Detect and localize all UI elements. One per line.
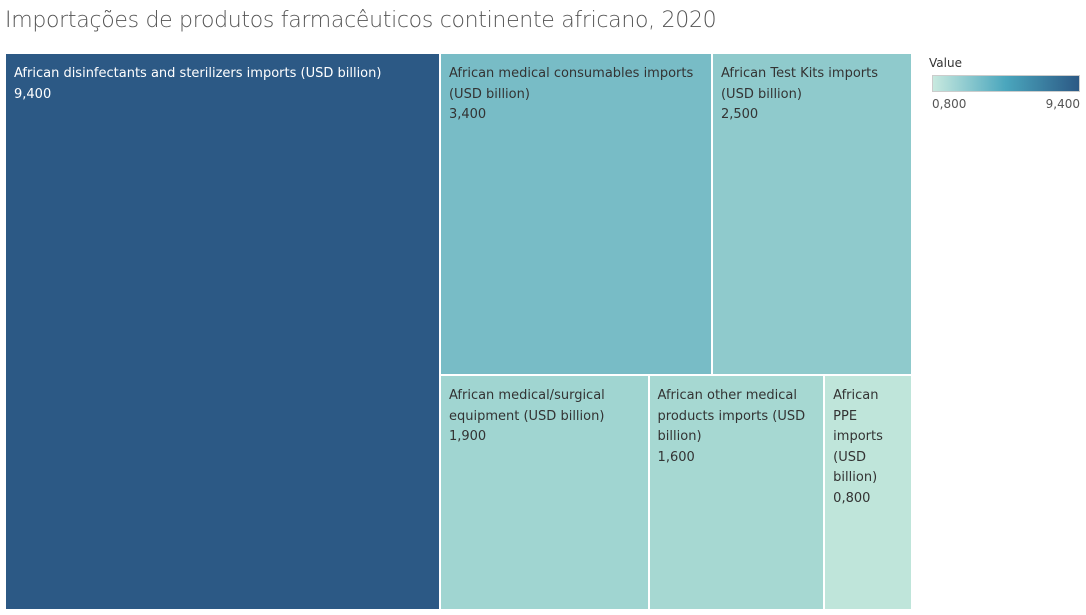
cell-value: 9,400 — [14, 86, 52, 102]
treemap: African disinfectants and sterilizers im… — [5, 53, 912, 610]
treemap-cell: African Test Kits imports (USD billion) 2… — [711, 53, 912, 376]
cell-value: 2,500 — [720, 107, 759, 122]
treemap-cell: African disinfectants and sterilizers im… — [5, 53, 440, 610]
cell-label: African PPE imports (USD billion) — [833, 388, 883, 486]
cell-value: 1,600 — [657, 449, 695, 465]
legend-gradient — [932, 75, 1080, 92]
cell-value: 0,800 — [833, 490, 871, 506]
cell-label: African disinfectants and sterilizers im… — [14, 66, 382, 81]
legend-max: 9,400 — [1045, 97, 1080, 111]
treemap-cell: African medical/surgical equipment (USD … — [439, 375, 649, 610]
cell-label: African medical consumables imports (USD… — [448, 66, 694, 102]
legend-title: Value — [929, 56, 962, 70]
chart-title: Importações de produtos farmacêuticos co… — [5, 8, 717, 33]
treemap-cell: African PPE imports (USD billion) 0,800 — [824, 375, 912, 610]
cell-label: African medical/surgical equipment (USD … — [448, 388, 605, 424]
cell-label: African Test Kits imports (USD billion) — [720, 66, 878, 102]
cell-label: African other medical products imports (… — [657, 388, 806, 445]
cell-value: 1,900 — [448, 429, 487, 445]
treemap-cell: African other medical products imports (… — [648, 375, 825, 610]
cell-value: 3,400 — [448, 107, 487, 122]
legend-min: 0,800 — [932, 97, 967, 111]
treemap-cell: African medical consumables imports (USD… — [439, 53, 712, 376]
